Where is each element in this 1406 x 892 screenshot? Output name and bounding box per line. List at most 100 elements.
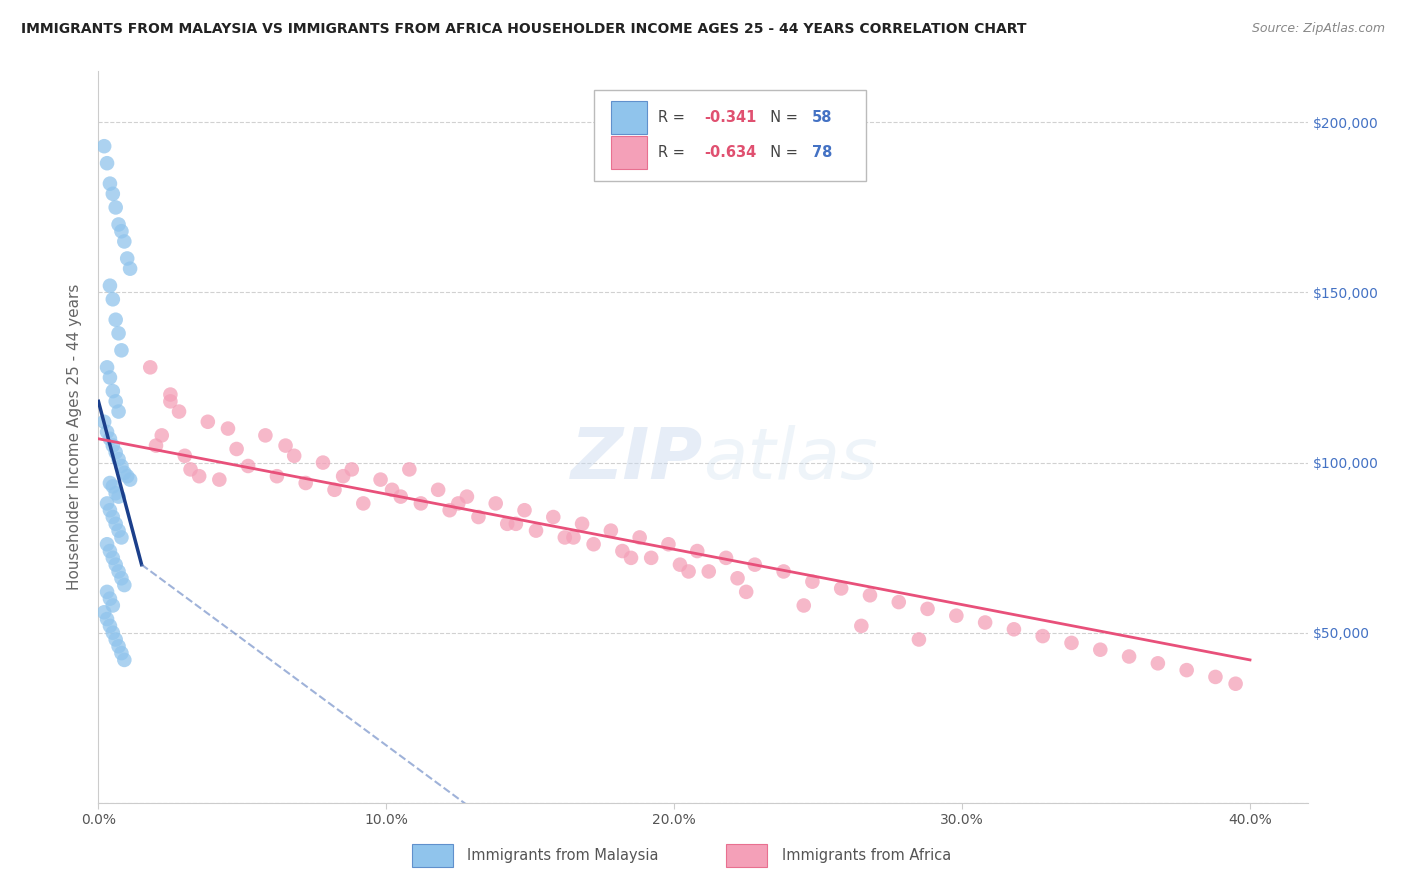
Point <box>96 537 118 551</box>
Point <box>101 293 124 307</box>
Text: N =: N = <box>761 111 803 125</box>
Point <box>188 469 211 483</box>
Point <box>1118 649 1140 664</box>
FancyBboxPatch shape <box>412 844 453 867</box>
Point <box>98 591 121 606</box>
Point <box>139 360 162 375</box>
Point <box>107 490 129 504</box>
Point <box>208 473 231 487</box>
Point <box>104 201 127 215</box>
Point <box>686 544 709 558</box>
Point <box>1175 663 1198 677</box>
Point <box>620 550 643 565</box>
Point <box>96 496 118 510</box>
Point <box>312 456 335 470</box>
Point <box>513 503 536 517</box>
Point <box>98 619 121 633</box>
Text: Source: ZipAtlas.com: Source: ZipAtlas.com <box>1251 22 1385 36</box>
Point <box>101 510 124 524</box>
Point <box>793 599 815 613</box>
Point <box>727 571 749 585</box>
Text: R =: R = <box>658 145 690 161</box>
Point <box>599 524 621 538</box>
Point <box>582 537 605 551</box>
Point <box>669 558 692 572</box>
Point <box>104 394 127 409</box>
Point <box>640 550 662 565</box>
Point <box>340 462 363 476</box>
Point <box>107 524 129 538</box>
Point <box>398 462 420 476</box>
Point <box>1090 642 1112 657</box>
Point <box>908 632 931 647</box>
Point <box>98 432 121 446</box>
Point <box>266 469 288 483</box>
Text: R =: R = <box>658 111 690 125</box>
Point <box>628 531 651 545</box>
Point <box>101 550 124 565</box>
Point <box>107 640 129 654</box>
Point <box>110 531 132 545</box>
Point <box>93 415 115 429</box>
Point <box>112 653 135 667</box>
Point <box>1225 677 1247 691</box>
Point <box>554 531 576 545</box>
Point <box>447 496 470 510</box>
Point <box>294 475 316 490</box>
Point <box>485 496 508 510</box>
Point <box>887 595 910 609</box>
Point <box>496 516 519 531</box>
Point <box>98 278 121 293</box>
Point <box>859 588 882 602</box>
Point <box>801 574 824 589</box>
Point <box>104 312 127 326</box>
Point <box>93 139 115 153</box>
Point <box>543 510 565 524</box>
Point <box>851 619 873 633</box>
Point <box>101 384 124 399</box>
Point <box>381 483 404 497</box>
Point <box>107 404 129 418</box>
Point <box>332 469 354 483</box>
Point <box>104 516 127 531</box>
Point <box>98 503 121 517</box>
Point <box>217 421 239 435</box>
Point <box>104 558 127 572</box>
Text: 58: 58 <box>811 111 832 125</box>
Point <box>93 605 115 619</box>
Point <box>110 343 132 358</box>
Point <box>714 550 737 565</box>
Point <box>112 578 135 592</box>
Point <box>159 394 181 409</box>
Point <box>115 469 138 483</box>
Point <box>145 439 167 453</box>
Text: 78: 78 <box>811 145 832 161</box>
Point <box>197 415 219 429</box>
Text: -0.634: -0.634 <box>704 145 756 161</box>
Point <box>104 445 127 459</box>
Point <box>173 449 195 463</box>
Point <box>96 425 118 439</box>
Point <box>1002 622 1025 636</box>
Point <box>98 475 121 490</box>
Point <box>830 582 852 596</box>
FancyBboxPatch shape <box>725 844 768 867</box>
Point <box>107 326 129 341</box>
Point <box>120 261 142 276</box>
FancyBboxPatch shape <box>612 102 647 135</box>
Point <box>772 565 794 579</box>
Text: -0.341: -0.341 <box>704 111 756 125</box>
Point <box>150 428 173 442</box>
Point <box>120 473 142 487</box>
Point <box>96 360 118 375</box>
FancyBboxPatch shape <box>612 136 647 169</box>
Point <box>101 479 124 493</box>
Point <box>612 544 634 558</box>
Text: ZIP: ZIP <box>571 425 703 493</box>
Point <box>352 496 374 510</box>
Point <box>505 516 527 531</box>
Point <box>98 177 121 191</box>
Text: IMMIGRANTS FROM MALAYSIA VS IMMIGRANTS FROM AFRICA HOUSEHOLDER INCOME AGES 25 - : IMMIGRANTS FROM MALAYSIA VS IMMIGRANTS F… <box>21 22 1026 37</box>
Point <box>115 252 138 266</box>
Point <box>1147 657 1170 671</box>
